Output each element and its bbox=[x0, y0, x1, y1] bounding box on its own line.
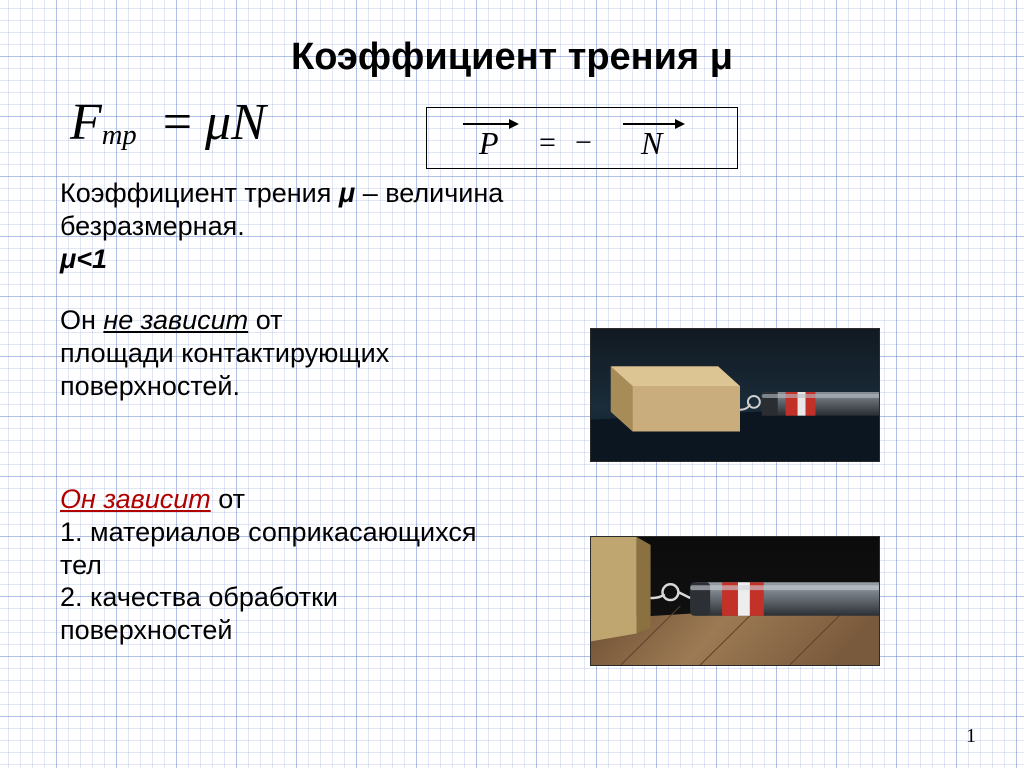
mu-less-than-one: μ<1 bbox=[60, 244, 107, 274]
ind-line2: площади контактирующих bbox=[60, 338, 389, 368]
vec-N-text: N bbox=[640, 125, 664, 161]
ind-line3: поверхностей. bbox=[60, 371, 240, 401]
independence-paragraph: Он не зависит от площади контактирующих … bbox=[0, 304, 520, 403]
dep-underlined: Он зависит bbox=[60, 484, 211, 514]
friction-formula: Fmp =μN bbox=[70, 93, 266, 152]
def-line1a: Коэффициент трения bbox=[60, 178, 339, 208]
dep-item2: 2. качества обработки поверхностей bbox=[60, 582, 338, 645]
ind-underlined: не зависит bbox=[103, 305, 248, 335]
def-line2: безразмерная. bbox=[60, 211, 245, 241]
illustration-box-flat bbox=[590, 328, 880, 462]
dep-item1: 1. материалов соприкасающихся тел bbox=[60, 517, 476, 580]
illustration-box-edge bbox=[590, 536, 880, 666]
page-title: Коэффициент трения μ bbox=[0, 0, 1024, 79]
formula-mu: μ bbox=[205, 94, 231, 151]
formula-equals: = bbox=[150, 94, 205, 151]
def-line1b: – величина bbox=[355, 178, 503, 208]
vector-formula-box: P = − N bbox=[426, 107, 738, 169]
vec-minus-text: − bbox=[575, 126, 592, 159]
dep-suffix: от bbox=[211, 484, 245, 514]
def-mu: μ bbox=[339, 178, 355, 208]
ind-suffix: от bbox=[248, 305, 282, 335]
vec-eq-text: = bbox=[539, 126, 556, 159]
dependence-paragraph: Он зависит от 1. материалов соприкасающи… bbox=[0, 483, 560, 648]
formula-F: F bbox=[70, 94, 102, 151]
formula-row: Fmp =μN P = − N bbox=[0, 79, 1024, 169]
formula-subscript: mp bbox=[102, 120, 137, 151]
definition-paragraph: Коэффициент трения μ – величина безразме… bbox=[0, 177, 1024, 276]
formula-N: N bbox=[231, 94, 266, 151]
vec-P-text: P bbox=[478, 125, 499, 161]
ind-prefix: Он bbox=[60, 305, 103, 335]
page-number: 1 bbox=[966, 725, 976, 748]
